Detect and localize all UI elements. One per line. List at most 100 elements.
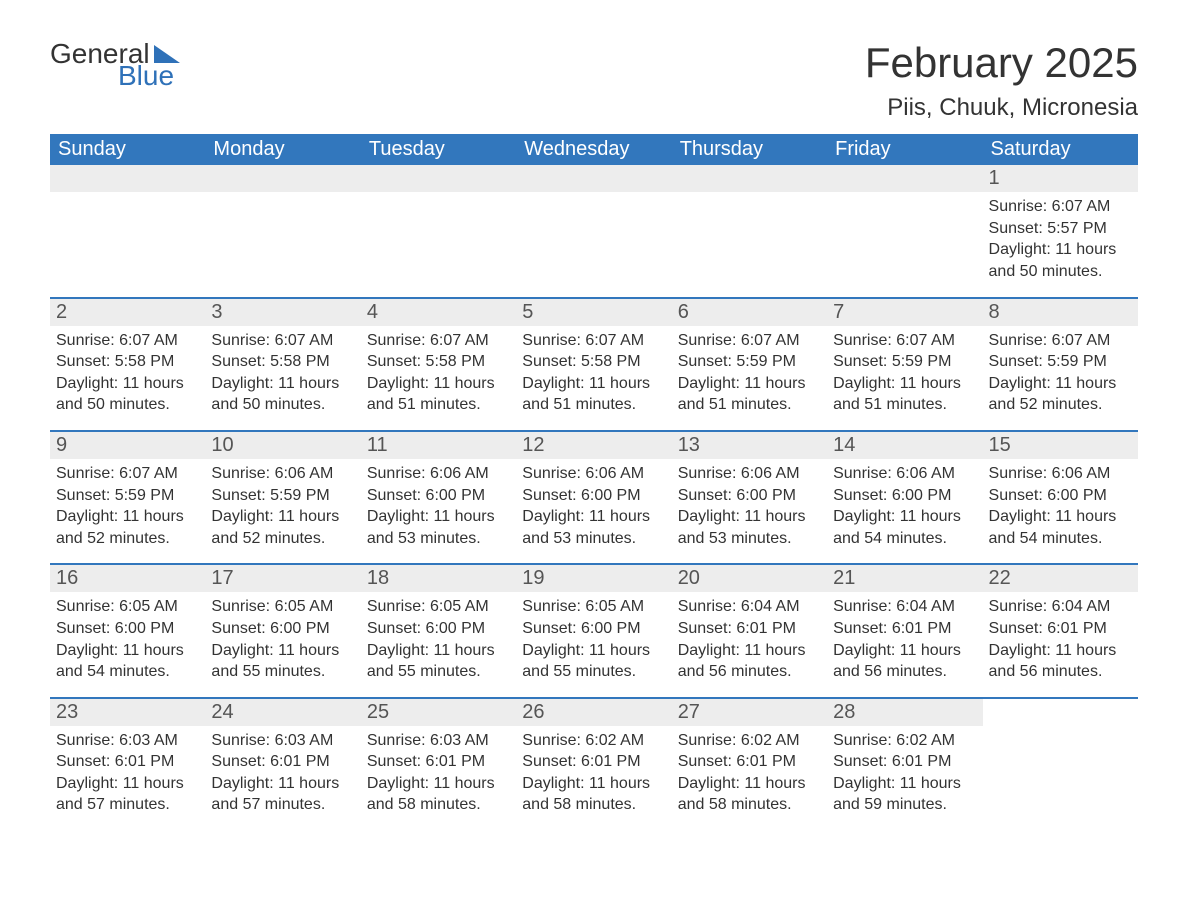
sunset-text: Sunset: 6:01 PM <box>678 751 821 773</box>
day-body: Sunrise: 6:07 AMSunset: 5:59 PMDaylight:… <box>50 459 205 549</box>
daylight-text: Daylight: 11 hours and 58 minutes. <box>522 773 665 816</box>
day-number-strip <box>672 165 827 192</box>
sunrise-text: Sunrise: 6:07 AM <box>678 330 821 352</box>
day-number-strip: 4 <box>361 297 516 326</box>
day-body: Sunrise: 6:02 AMSunset: 6:01 PMDaylight:… <box>827 726 982 816</box>
day-number-strip <box>827 165 982 192</box>
calendar-table: SundayMondayTuesdayWednesdayThursdayFrid… <box>50 134 1138 830</box>
day-body: Sunrise: 6:05 AMSunset: 6:00 PMDaylight:… <box>361 592 516 682</box>
day-number-strip: 22 <box>983 563 1138 592</box>
location-subtitle: Piis, Chuuk, Micronesia <box>865 94 1138 122</box>
calendar-cell <box>827 165 982 296</box>
calendar-cell: 22Sunrise: 6:04 AMSunset: 6:01 PMDayligh… <box>983 563 1138 696</box>
daylight-text: Daylight: 11 hours and 54 minutes. <box>989 506 1132 549</box>
calendar-cell: 6Sunrise: 6:07 AMSunset: 5:59 PMDaylight… <box>672 297 827 430</box>
calendar-cell <box>516 165 671 296</box>
day-body: Sunrise: 6:07 AMSunset: 5:59 PMDaylight:… <box>827 326 982 416</box>
sunset-text: Sunset: 5:59 PM <box>211 485 354 507</box>
sunset-text: Sunset: 5:57 PM <box>989 218 1132 240</box>
calendar-cell: 17Sunrise: 6:05 AMSunset: 6:00 PMDayligh… <box>205 563 360 696</box>
sunset-text: Sunset: 5:59 PM <box>678 351 821 373</box>
sunrise-text: Sunrise: 6:06 AM <box>367 463 510 485</box>
day-number-strip: 17 <box>205 563 360 592</box>
sunset-text: Sunset: 6:00 PM <box>367 618 510 640</box>
calendar-cell: 14Sunrise: 6:06 AMSunset: 6:00 PMDayligh… <box>827 430 982 563</box>
day-body <box>516 192 671 196</box>
calendar-cell: 26Sunrise: 6:02 AMSunset: 6:01 PMDayligh… <box>516 697 671 830</box>
sunrise-text: Sunrise: 6:07 AM <box>56 463 199 485</box>
page-header: General Blue February 2025 Piis, Chuuk, … <box>50 40 1138 122</box>
sunrise-text: Sunrise: 6:03 AM <box>56 730 199 752</box>
day-body: Sunrise: 6:06 AMSunset: 6:00 PMDaylight:… <box>361 459 516 549</box>
calendar-week-row: 2Sunrise: 6:07 AMSunset: 5:58 PMDaylight… <box>50 297 1138 430</box>
day-number-strip <box>50 165 205 192</box>
day-body: Sunrise: 6:02 AMSunset: 6:01 PMDaylight:… <box>672 726 827 816</box>
day-body: Sunrise: 6:06 AMSunset: 6:00 PMDaylight:… <box>672 459 827 549</box>
day-number-strip: 13 <box>672 430 827 459</box>
sunrise-text: Sunrise: 6:03 AM <box>367 730 510 752</box>
calendar-cell <box>983 697 1138 830</box>
day-body: Sunrise: 6:05 AMSunset: 6:00 PMDaylight:… <box>205 592 360 682</box>
calendar-cell <box>672 165 827 296</box>
daylight-text: Daylight: 11 hours and 56 minutes. <box>678 640 821 683</box>
daylight-text: Daylight: 11 hours and 51 minutes. <box>367 373 510 416</box>
daylight-text: Daylight: 11 hours and 53 minutes. <box>522 506 665 549</box>
sunset-text: Sunset: 5:58 PM <box>522 351 665 373</box>
daylight-text: Daylight: 11 hours and 54 minutes. <box>56 640 199 683</box>
day-number-strip: 27 <box>672 697 827 726</box>
weekday-header: Tuesday <box>361 134 516 165</box>
sunset-text: Sunset: 6:00 PM <box>833 485 976 507</box>
daylight-text: Daylight: 11 hours and 53 minutes. <box>678 506 821 549</box>
day-number-strip: 15 <box>983 430 1138 459</box>
daylight-text: Daylight: 11 hours and 59 minutes. <box>833 773 976 816</box>
sunset-text: Sunset: 5:58 PM <box>367 351 510 373</box>
sunrise-text: Sunrise: 6:07 AM <box>367 330 510 352</box>
sunrise-text: Sunrise: 6:06 AM <box>989 463 1132 485</box>
day-number-strip: 8 <box>983 297 1138 326</box>
sunrise-text: Sunrise: 6:05 AM <box>56 596 199 618</box>
sunset-text: Sunset: 6:01 PM <box>211 751 354 773</box>
day-number-strip: 5 <box>516 297 671 326</box>
calendar-cell: 1Sunrise: 6:07 AMSunset: 5:57 PMDaylight… <box>983 165 1138 296</box>
day-number-strip: 18 <box>361 563 516 592</box>
daylight-text: Daylight: 11 hours and 56 minutes. <box>833 640 976 683</box>
day-body: Sunrise: 6:03 AMSunset: 6:01 PMDaylight:… <box>50 726 205 816</box>
day-body: Sunrise: 6:06 AMSunset: 5:59 PMDaylight:… <box>205 459 360 549</box>
sunrise-text: Sunrise: 6:03 AM <box>211 730 354 752</box>
calendar-week-row: 16Sunrise: 6:05 AMSunset: 6:00 PMDayligh… <box>50 563 1138 696</box>
sunset-text: Sunset: 5:59 PM <box>989 351 1132 373</box>
day-body: Sunrise: 6:05 AMSunset: 6:00 PMDaylight:… <box>50 592 205 682</box>
calendar-cell: 21Sunrise: 6:04 AMSunset: 6:01 PMDayligh… <box>827 563 982 696</box>
sunset-text: Sunset: 6:00 PM <box>522 618 665 640</box>
daylight-text: Daylight: 11 hours and 51 minutes. <box>678 373 821 416</box>
day-number-strip: 1 <box>983 165 1138 192</box>
day-number-strip: 12 <box>516 430 671 459</box>
logo-text-2: Blue <box>118 62 180 90</box>
sunrise-text: Sunrise: 6:04 AM <box>833 596 976 618</box>
day-body: Sunrise: 6:04 AMSunset: 6:01 PMDaylight:… <box>983 592 1138 682</box>
day-body: Sunrise: 6:07 AMSunset: 5:58 PMDaylight:… <box>361 326 516 416</box>
day-number-strip: 24 <box>205 697 360 726</box>
daylight-text: Daylight: 11 hours and 56 minutes. <box>989 640 1132 683</box>
calendar-cell: 5Sunrise: 6:07 AMSunset: 5:58 PMDaylight… <box>516 297 671 430</box>
daylight-text: Daylight: 11 hours and 53 minutes. <box>367 506 510 549</box>
sunset-text: Sunset: 6:00 PM <box>678 485 821 507</box>
weekday-header: Monday <box>205 134 360 165</box>
day-number-strip: 7 <box>827 297 982 326</box>
sunrise-text: Sunrise: 6:06 AM <box>211 463 354 485</box>
day-number-strip: 10 <box>205 430 360 459</box>
calendar-cell: 28Sunrise: 6:02 AMSunset: 6:01 PMDayligh… <box>827 697 982 830</box>
sunrise-text: Sunrise: 6:06 AM <box>678 463 821 485</box>
weekday-header: Thursday <box>672 134 827 165</box>
daylight-text: Daylight: 11 hours and 52 minutes. <box>989 373 1132 416</box>
sunset-text: Sunset: 6:01 PM <box>56 751 199 773</box>
day-body <box>983 726 1138 730</box>
sunrise-text: Sunrise: 6:05 AM <box>367 596 510 618</box>
daylight-text: Daylight: 11 hours and 58 minutes. <box>367 773 510 816</box>
page-title: February 2025 <box>865 40 1138 86</box>
sunset-text: Sunset: 6:00 PM <box>211 618 354 640</box>
sunrise-text: Sunrise: 6:07 AM <box>522 330 665 352</box>
sunrise-text: Sunrise: 6:02 AM <box>678 730 821 752</box>
day-body: Sunrise: 6:03 AMSunset: 6:01 PMDaylight:… <box>205 726 360 816</box>
day-number-strip: 19 <box>516 563 671 592</box>
